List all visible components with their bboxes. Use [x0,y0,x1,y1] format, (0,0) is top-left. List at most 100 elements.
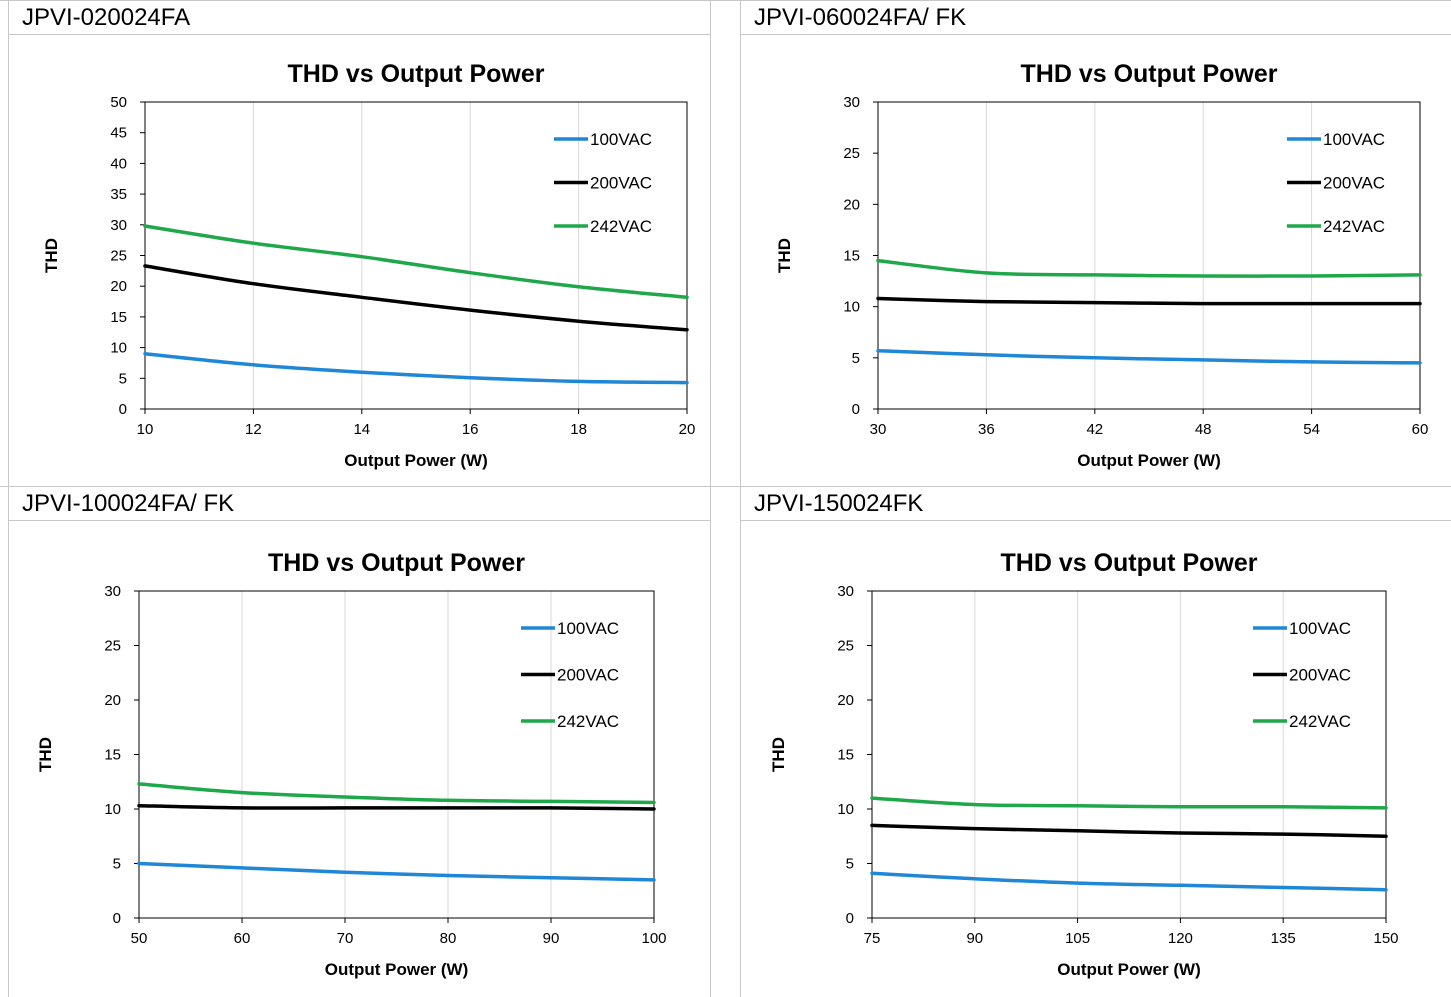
thd-chart: THD vs Output Power 0 5 10 15 20 25 30 75 90 105 12… [769,549,1399,979]
x-axis-label: Output Power (W) [344,451,488,470]
y-tick-label: 25 [104,638,121,655]
x-tick-label: 36 [978,421,995,438]
x-tick-label: 60 [1412,421,1429,438]
y-tick-label: 25 [837,638,854,655]
y-tick-label: 30 [104,583,121,600]
y-axis-label: THD [769,737,788,772]
x-tick-label: 120 [1168,930,1193,947]
plot-frame [871,590,1387,919]
series-line-200vac [143,264,689,332]
x-tick-label: 10 [137,421,154,438]
y-tick-label: 30 [843,94,860,111]
x-tick-label: 50 [131,930,148,947]
series-line-200vac [876,296,1422,306]
model-label: JPVI-020024FA [9,1,710,35]
series-line-200vac [137,803,656,811]
legend-label-100vac: 100VAC [1289,619,1351,638]
legend-label-100vac: 100VAC [1323,130,1385,149]
chart-title: THD vs Output Power [288,60,545,88]
x-tick-label: 150 [1373,930,1398,947]
model-label: JPVI-060024FA/ FK [741,1,1451,35]
legend-label-242vac: 242VAC [1323,217,1385,236]
x-tick-label: 54 [1303,421,1320,438]
y-tick-label: 40 [110,155,127,172]
legend-label-100vac: 100VAC [590,130,652,149]
series-line-242vac [876,258,1422,278]
table-border-row-divider [0,486,1451,487]
x-tick-label: 18 [570,421,587,438]
thd-chart: THD vs Output Power 0 5 10 15 20 25 30 50 60 70 80 9… [36,549,667,979]
y-axis-label: THD [36,737,55,772]
panel-3: JPVI-100024FA/ FK THD vs Output Power 0 5 1… [9,487,710,997]
series-line-242vac [143,224,689,300]
y-tick-label: 0 [846,910,854,927]
x-tick-label: 135 [1271,930,1296,947]
y-tick-label: 35 [110,186,127,203]
thd-chart: THD vs Output Power 0 5 10 15 20 25 30 30 36 42 48 5… [775,60,1429,470]
y-tick-label: 25 [110,248,127,265]
y-tick-label: 0 [119,401,127,418]
y-tick-label: 30 [110,217,127,234]
thd-chart: THD vs Output Power 0 5 10 15 20 25 30 35 40 45 50 1… [42,60,696,470]
x-tick-label: 48 [1195,421,1212,438]
y-tick-label: 30 [837,583,854,600]
y-tick-label: 15 [104,747,121,764]
table-border-left [8,0,9,997]
series-line-100vac [870,871,1388,892]
y-tick-label: 5 [852,350,860,367]
legend-label-100vac: 100VAC [557,619,619,638]
y-tick-label: 45 [110,125,127,142]
x-tick-label: 80 [440,930,457,947]
x-tick-label: 60 [234,930,251,947]
y-tick-label: 50 [110,94,127,111]
legend-label-200vac: 200VAC [590,174,652,193]
model-label: JPVI-100024FA/ FK [9,487,710,521]
legend-label-242vac: 242VAC [1289,712,1351,731]
table-border-top [0,0,1451,1]
series-line-200vac [870,823,1388,839]
x-axis-label: Output Power (W) [325,960,469,979]
table-border-middle-right [740,0,741,997]
x-tick-label: 70 [337,930,354,947]
chart-title: THD vs Output Power [1021,60,1278,88]
y-axis-label: THD [42,238,61,273]
series-line-100vac [137,861,656,882]
legend-label-200vac: 200VAC [1323,174,1385,193]
plot-frame [138,590,655,919]
y-tick-label: 10 [843,299,860,316]
series-line-100vac [876,348,1422,365]
y-tick-label: 5 [846,856,854,873]
series-line-242vac [870,796,1388,810]
table-border-middle-left [710,0,711,997]
legend-label-200vac: 200VAC [1289,666,1351,685]
y-tick-label: 20 [110,278,127,295]
y-tick-label: 15 [843,248,860,265]
y-tick-label: 5 [113,856,121,873]
x-tick-label: 14 [353,421,370,438]
series-line-242vac [137,782,656,805]
panel-2: JPVI-060024FA/ FK THD vs Output Power 0 5 1… [741,1,1451,486]
x-tick-label: 16 [462,421,479,438]
y-tick-label: 0 [113,910,121,927]
chart-title: THD vs Output Power [1001,549,1258,577]
y-axis-label: THD [775,238,794,273]
x-axis-label: Output Power (W) [1077,451,1221,470]
y-tick-label: 10 [837,801,854,818]
x-tick-label: 100 [641,930,666,947]
y-tick-label: 25 [843,145,860,162]
x-tick-label: 30 [870,421,887,438]
panel-1: JPVI-020024FA THD vs Output Power 0 5 10 15 2… [9,1,710,486]
panel-4: JPVI-150024FK THD vs Output Power 0 5 10 15 2… [741,487,1451,997]
x-tick-label: 20 [679,421,696,438]
y-tick-label: 10 [110,340,127,357]
x-tick-label: 12 [245,421,262,438]
y-tick-label: 0 [852,401,860,418]
chart-title: THD vs Output Power [268,549,525,577]
x-tick-label: 42 [1086,421,1103,438]
x-axis-label: Output Power (W) [1057,960,1201,979]
y-tick-label: 10 [104,801,121,818]
series-line-100vac [143,351,689,385]
x-tick-label: 90 [966,930,983,947]
legend-label-242vac: 242VAC [557,712,619,731]
legend-label-242vac: 242VAC [590,217,652,236]
